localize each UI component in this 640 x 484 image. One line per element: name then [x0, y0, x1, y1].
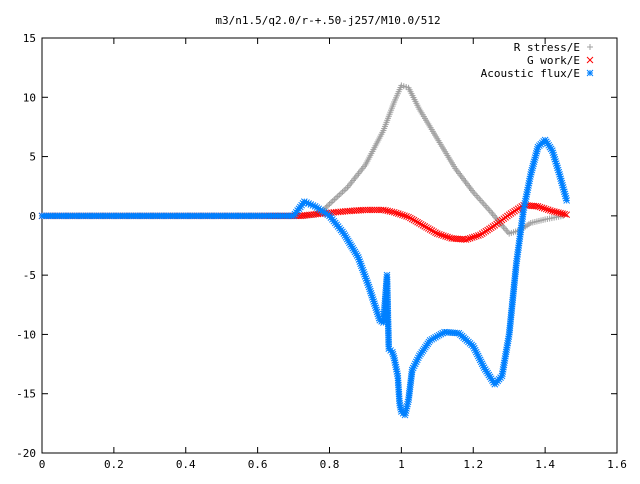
data-point: [440, 232, 447, 240]
data-point: [403, 213, 410, 220]
y-tick-label: 15: [23, 32, 36, 45]
data-point: [407, 214, 414, 222]
legend-marker: [586, 69, 594, 77]
data-point: [532, 202, 540, 210]
series-2: [38, 136, 571, 419]
x-tick-label: 0.8: [320, 458, 340, 471]
data-point: [553, 208, 560, 216]
data-point: [423, 224, 430, 231]
data-point: [466, 234, 474, 242]
data-point: [415, 219, 423, 227]
data-point: [563, 197, 571, 204]
legend-marker: [587, 44, 593, 50]
data-point: [424, 225, 432, 232]
x-tick-label: 0.4: [176, 458, 196, 471]
data-point: [394, 210, 402, 218]
data-point: [430, 228, 438, 235]
data-point: [534, 203, 542, 210]
data-point: [399, 211, 406, 219]
y-tick-label: -20: [16, 447, 36, 460]
axes: 0 0.2 0.4 0.6 0.8 1 1.2 1.4 1.6 15 10 5 0 -5 -10 -15 -20: [16, 32, 627, 471]
data-point: [401, 212, 408, 220]
data-point: [417, 220, 425, 228]
data-marks: [38, 82, 571, 419]
data-point: [468, 234, 476, 241]
data-point: [542, 205, 550, 213]
data-point: [396, 210, 404, 218]
data-point: [412, 217, 420, 225]
data-point: [561, 210, 568, 218]
legend-label: R stress/E: [514, 41, 580, 54]
data-point: [470, 233, 478, 241]
y-tick-label: -10: [16, 328, 36, 341]
data-point: [464, 235, 472, 243]
data-point: [555, 209, 562, 216]
data-point: [408, 215, 416, 223]
data-point: [419, 221, 427, 229]
data-point: [475, 232, 482, 239]
data-point: [538, 204, 546, 212]
data-point: [325, 202, 332, 209]
data-point: [426, 226, 434, 233]
x-tick-label: 0.6: [248, 458, 268, 471]
x-tick-label: 1.2: [463, 458, 483, 471]
y-tick-label: 5: [29, 151, 36, 164]
legend-label: Acoustic flux/E: [481, 67, 580, 80]
chart-title: m3/n1.5/q2.0/r-+.50-j257/M10.0/512: [215, 14, 440, 27]
y-tick-label: 10: [23, 91, 36, 104]
data-point: [563, 211, 571, 219]
data-point: [421, 223, 429, 230]
x-tick-label: 1.6: [607, 458, 627, 471]
data-point: [410, 216, 418, 224]
data-point: [540, 205, 548, 212]
data-point: [544, 206, 552, 214]
data-point: [536, 203, 544, 211]
data-point: [462, 236, 470, 243]
data-point: [548, 207, 556, 215]
data-point: [392, 209, 400, 217]
y-tick-label: -5: [23, 269, 36, 282]
legend-marker: [586, 56, 594, 64]
data-point: [388, 208, 396, 216]
x-tick-label: 0.2: [104, 458, 124, 471]
y-tick-label: -15: [16, 388, 36, 401]
x-tick-label: 1.4: [535, 458, 555, 471]
data-point: [436, 230, 443, 238]
x-tick-label: 0: [39, 458, 46, 471]
data-point: [557, 209, 564, 217]
y-tick-label: 0: [29, 210, 36, 223]
data-point: [442, 232, 449, 240]
data-point: [559, 210, 566, 218]
data-point: [341, 232, 349, 239]
data-point: [432, 229, 439, 236]
data-point: [433, 230, 441, 237]
legend-label: G work/E: [527, 54, 580, 67]
data-point: [428, 227, 436, 234]
plot-frame: [41, 37, 618, 454]
data-point: [414, 218, 421, 226]
x-tick-label: 1: [398, 458, 405, 471]
data-point: [546, 207, 554, 214]
data-point: [405, 213, 412, 221]
data-point: [390, 208, 398, 216]
data-point: [323, 203, 330, 210]
data-point: [444, 233, 451, 241]
data-point: [438, 231, 445, 239]
data-point: [472, 232, 480, 240]
data-point: [551, 208, 558, 215]
data-point: [446, 234, 453, 242]
